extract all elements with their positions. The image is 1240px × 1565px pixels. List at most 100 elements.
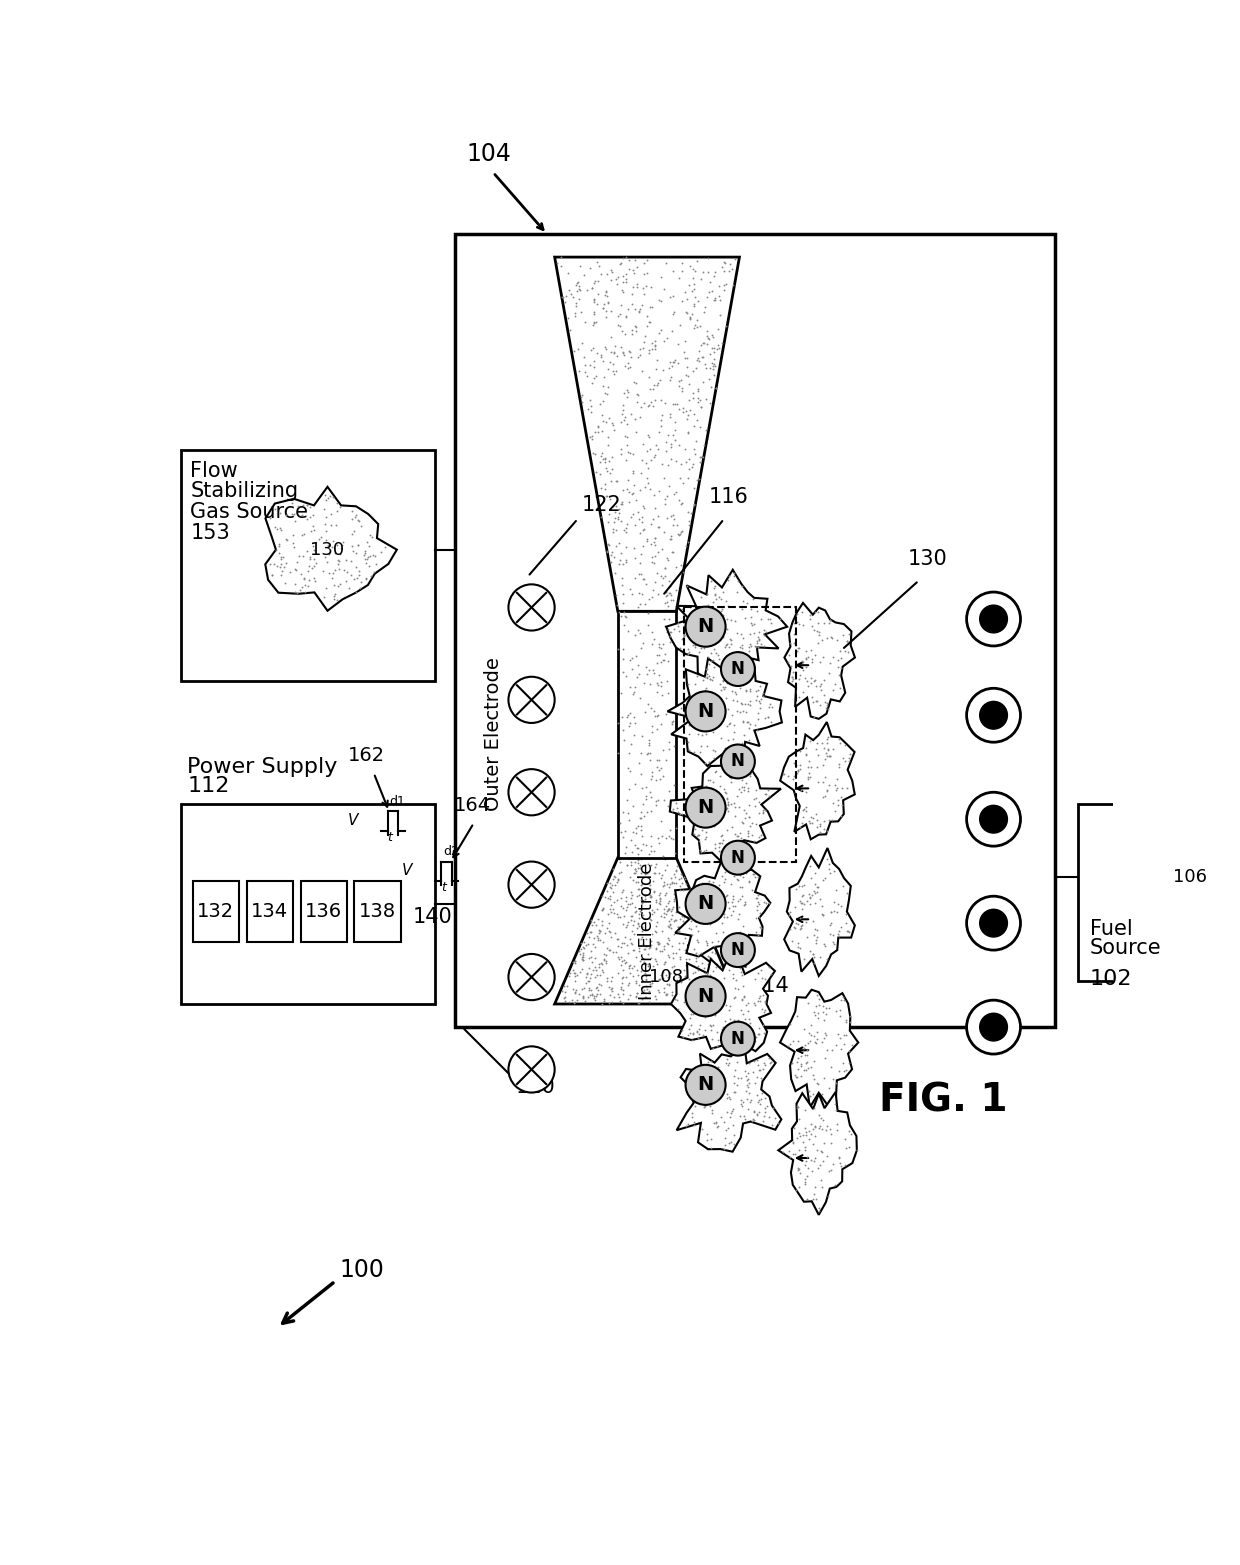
Point: [646, 920, 666, 945]
Point: [696, 972, 715, 997]
Point: [1218, 869, 1238, 894]
Point: [694, 1066, 714, 1091]
Point: [841, 742, 861, 767]
Point: [656, 584, 676, 609]
Point: [611, 410, 631, 435]
Point: [299, 554, 319, 579]
Point: [588, 925, 608, 950]
Point: [616, 966, 636, 991]
Point: [619, 740, 639, 765]
Point: [604, 856, 624, 881]
Point: [677, 300, 697, 326]
Point: [1205, 897, 1225, 922]
Point: [631, 800, 651, 825]
Point: [676, 399, 696, 424]
Point: [567, 291, 587, 316]
Point: [656, 642, 676, 667]
Point: [782, 665, 802, 690]
Point: [646, 889, 666, 914]
Point: [725, 681, 745, 706]
Point: [702, 1097, 722, 1122]
Point: [801, 646, 821, 671]
Point: [815, 610, 835, 635]
Point: [734, 797, 754, 822]
Point: [692, 1086, 712, 1111]
Point: [801, 1122, 821, 1147]
Point: [603, 939, 622, 964]
Point: [687, 407, 707, 432]
Point: [618, 468, 637, 493]
Point: [630, 660, 650, 685]
Point: [684, 285, 704, 310]
Point: [749, 689, 769, 714]
Point: [727, 823, 746, 848]
Point: [730, 1092, 750, 1117]
Point: [667, 853, 687, 878]
Point: [693, 1056, 713, 1081]
Point: [696, 665, 715, 690]
Point: [616, 549, 636, 574]
Point: [621, 731, 641, 756]
Point: [663, 908, 683, 933]
Point: [681, 958, 701, 983]
Point: [806, 673, 826, 698]
Point: [702, 1049, 722, 1074]
Point: [616, 834, 636, 859]
Point: [806, 737, 826, 762]
Point: [687, 991, 707, 1016]
Point: [755, 998, 775, 1024]
Point: [645, 482, 665, 507]
Point: [827, 776, 847, 801]
Point: [831, 1036, 851, 1061]
Point: [693, 795, 713, 820]
Point: [675, 912, 694, 937]
Point: [593, 296, 613, 321]
Point: [641, 973, 661, 998]
Point: [744, 1049, 764, 1074]
Point: [749, 624, 769, 649]
Point: [573, 984, 593, 1009]
Point: [781, 654, 801, 679]
Point: [784, 621, 804, 646]
Point: [632, 432, 652, 457]
Point: [739, 792, 759, 817]
Point: [737, 678, 756, 703]
Point: [1167, 826, 1187, 851]
Point: [789, 667, 808, 692]
Point: [789, 873, 808, 898]
Point: [790, 814, 810, 839]
Text: 106: 106: [1173, 869, 1207, 886]
Point: [655, 936, 675, 961]
Point: [801, 1013, 821, 1038]
Point: [270, 501, 290, 526]
Point: [355, 543, 374, 568]
Point: [672, 258, 692, 283]
Point: [608, 344, 627, 369]
Point: [604, 889, 624, 914]
Point: [725, 822, 745, 847]
Point: [587, 912, 606, 937]
Point: [639, 978, 658, 1003]
Point: [723, 844, 743, 869]
Point: [1168, 839, 1188, 864]
Point: [663, 861, 683, 886]
Point: [712, 609, 732, 634]
Point: [728, 1066, 748, 1091]
Point: [734, 1024, 754, 1049]
Point: [640, 671, 660, 696]
Point: [627, 390, 647, 415]
Point: [719, 895, 739, 920]
Point: [666, 448, 686, 473]
Point: [746, 786, 766, 811]
Point: [727, 859, 746, 884]
Point: [704, 573, 724, 598]
Point: [680, 712, 699, 737]
Point: [589, 955, 609, 980]
Point: [702, 812, 722, 837]
Point: [698, 260, 718, 285]
Point: [620, 355, 640, 380]
Point: [713, 822, 733, 847]
Point: [688, 967, 708, 992]
Point: [637, 304, 657, 329]
Point: [595, 920, 615, 945]
